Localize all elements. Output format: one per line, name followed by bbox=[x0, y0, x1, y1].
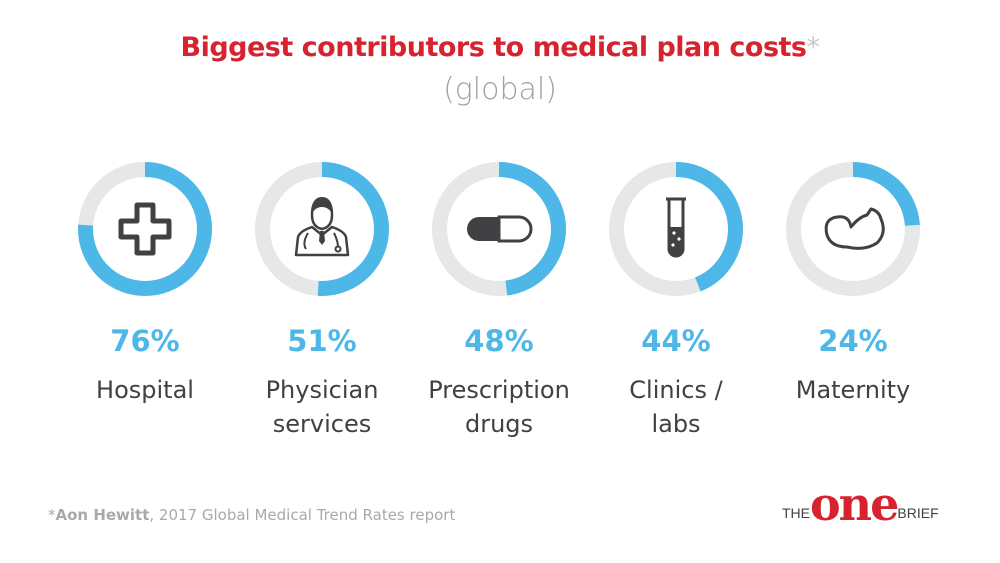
donut-item: 44% Clinics / labs bbox=[609, 162, 743, 438]
category-label: Maternity bbox=[796, 376, 911, 404]
donut-arc bbox=[786, 162, 920, 296]
category-label: Clinics / bbox=[629, 376, 723, 404]
test-tube-icon bbox=[666, 197, 686, 258]
percent-label: 51% bbox=[287, 324, 356, 358]
medical-cross-icon bbox=[118, 202, 172, 256]
logo-one: one bbox=[810, 477, 899, 531]
fetus-icon bbox=[824, 207, 885, 250]
percent-label: 24% bbox=[818, 324, 887, 358]
logo-brief: BRIEF bbox=[897, 505, 939, 521]
chart-subtitle: (global) bbox=[443, 72, 557, 107]
title-asterisk: * bbox=[806, 32, 821, 63]
category-label: Physician bbox=[266, 376, 379, 404]
percent-label: 44% bbox=[641, 324, 710, 358]
donut-item: 24% Maternity bbox=[786, 162, 920, 404]
category-label: drugs bbox=[465, 410, 533, 438]
pill-capsule-icon bbox=[467, 215, 533, 243]
footnote-asterisk: * bbox=[48, 506, 56, 524]
doctor-icon bbox=[294, 197, 350, 257]
footnote-source: Aon Hewitt bbox=[55, 506, 150, 524]
donut-item: 51% Physician services bbox=[255, 162, 389, 438]
footnote-text: , 2017 Global Medical Trend Rates report bbox=[149, 506, 456, 524]
chart-title: Biggest contributors to medical plan cos… bbox=[0, 32, 1000, 63]
donut-arc bbox=[432, 162, 566, 296]
percent-label: 48% bbox=[464, 324, 533, 358]
category-label: Hospital bbox=[96, 376, 194, 404]
donut-arc bbox=[609, 162, 743, 296]
footnote: *Aon Hewitt, 2017 Global Medical Trend R… bbox=[48, 506, 455, 524]
donut-item: 48% Prescription drugs bbox=[428, 162, 570, 438]
category-label: Prescription bbox=[428, 376, 570, 404]
donut-arc bbox=[78, 162, 212, 296]
title-text: Biggest contributors to medical plan cos… bbox=[180, 32, 807, 63]
donut-arc bbox=[255, 162, 389, 296]
category-label: labs bbox=[651, 410, 700, 438]
donut-item: 76% Hospital bbox=[78, 162, 212, 404]
logo-the: THE bbox=[782, 505, 810, 521]
percent-label: 76% bbox=[110, 324, 179, 358]
the-one-brief-logo: THE one BRIEF bbox=[782, 477, 939, 531]
category-label: services bbox=[273, 410, 371, 438]
